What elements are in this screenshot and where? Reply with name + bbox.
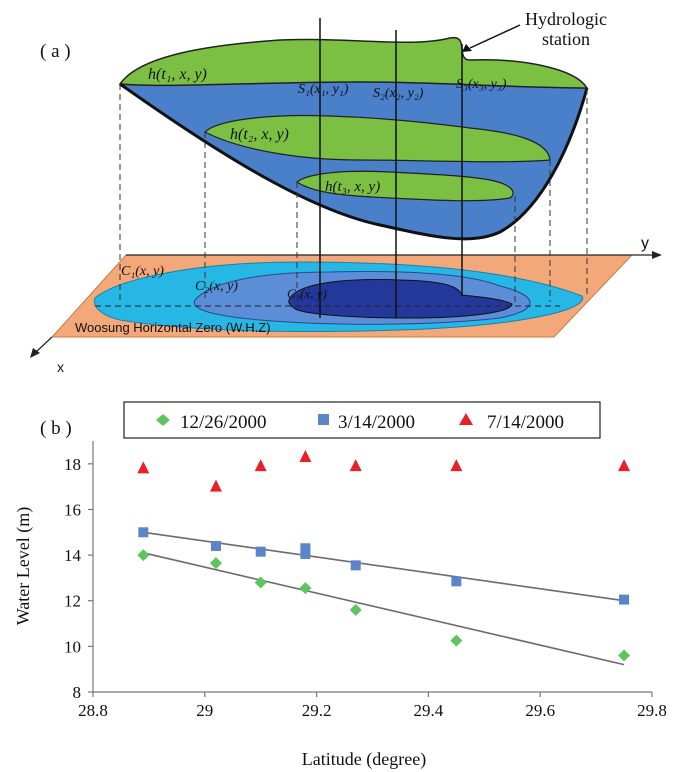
x-tick-label: 29.8 xyxy=(637,701,667,720)
x-tick-label: 29.2 xyxy=(302,701,332,720)
point-series-1 xyxy=(254,576,267,589)
y-tick-label: 8 xyxy=(73,683,82,702)
panel-b-label: ( b ) xyxy=(40,418,72,439)
x-tick-label: 28.8 xyxy=(78,701,108,720)
legend-marker-series-3 xyxy=(459,413,473,425)
point-series-2 xyxy=(300,543,311,554)
point-series-1 xyxy=(450,634,463,647)
surface-h2-label: h(t₂, x, y) xyxy=(230,126,289,143)
legend-box xyxy=(123,401,601,439)
y-ticks: 8 10 12 14 16 18 xyxy=(64,455,93,702)
legend-label-series-3: 7/14/2000 xyxy=(487,412,564,433)
legend-marker-series-1 xyxy=(156,414,170,426)
point-series-2 xyxy=(619,594,630,605)
x-axis-label: x xyxy=(57,359,64,375)
surface-h3-label: h(t₃, x, y) xyxy=(325,179,380,195)
point-series-1 xyxy=(209,557,222,570)
projection-lines xyxy=(119,84,588,304)
bowl-outline xyxy=(119,82,589,241)
point-series-1 xyxy=(618,649,631,662)
point-series-1 xyxy=(137,549,150,562)
plane-label: Woosung Horizontal Zero (W.H.Z) xyxy=(75,320,271,335)
callout-line-1: Hydrologic xyxy=(525,9,607,29)
data-marks xyxy=(137,449,631,662)
station-lines xyxy=(319,18,463,318)
y-tick-label: 14 xyxy=(64,546,82,565)
surface-h1-label: h(t₁, x, y) xyxy=(148,66,207,83)
callout-line-2: station xyxy=(542,29,590,49)
legend-label-series-1: 12/26/2000 xyxy=(180,412,267,433)
x-tick-label: 29.4 xyxy=(414,701,444,720)
legend-marker-series-2 xyxy=(318,414,329,425)
surface-h3 xyxy=(295,170,514,202)
panel-a: ( a ) y x xyxy=(30,9,662,375)
point-series-3 xyxy=(299,449,312,462)
point-series-1 xyxy=(349,603,362,616)
y-tick-label: 10 xyxy=(64,637,81,656)
contour-c2-label: C₂(x, y) xyxy=(195,279,238,294)
point-series-3 xyxy=(618,459,631,472)
y-tick-label: 12 xyxy=(64,592,81,611)
surface-h2 xyxy=(203,114,551,163)
panel-b: ( b ) 12/26/2000 3/14/2000 7/14/2000 8 10… xyxy=(13,401,667,770)
point-series-2 xyxy=(255,546,266,557)
point-series-2 xyxy=(138,527,149,538)
contour-c1-label: C₁(x, y) xyxy=(121,264,164,279)
legend: 12/26/2000 3/14/2000 7/14/2000 xyxy=(123,401,601,439)
panel-a-label: ( a ) xyxy=(40,41,71,62)
surface-h1 xyxy=(118,36,589,89)
point-series-2 xyxy=(451,576,462,587)
point-series-2 xyxy=(300,548,311,559)
y-tick-label: 18 xyxy=(64,455,81,474)
station-s1-label: S₁(x₁, y₁) xyxy=(298,82,349,97)
x-axis-arrow xyxy=(30,336,53,358)
trend-lines xyxy=(143,531,625,666)
point-series-1 xyxy=(299,582,312,595)
x-ticks: 28.8 29 29.2 29.4 29.6 29.8 xyxy=(78,692,667,720)
y-tick-label: 16 xyxy=(64,500,81,519)
station-callout-arrow xyxy=(462,24,521,52)
legend-label-series-2: 3/14/2000 xyxy=(338,412,415,433)
point-series-3 xyxy=(349,459,362,472)
y-axis-arrow xyxy=(126,251,662,259)
station-s2-label: S₂(x₂, y₂) xyxy=(373,86,424,101)
point-series-3 xyxy=(450,459,463,472)
y-axis-title: Water Level (m) xyxy=(13,507,34,626)
y-axis-label: y xyxy=(641,235,649,252)
x-axis-title: Latitude (degree) xyxy=(302,749,426,770)
point-series-3 xyxy=(254,459,267,472)
x-tick-label: 29.6 xyxy=(525,701,555,720)
point-series-2 xyxy=(210,540,221,551)
point-series-2 xyxy=(350,560,361,571)
trend-line-series-1 xyxy=(143,552,625,666)
point-series-3 xyxy=(209,479,222,492)
trend-line-series-2 xyxy=(143,531,625,602)
x-tick-label: 29 xyxy=(196,701,213,720)
point-series-3 xyxy=(137,461,150,474)
station-s3-label: S₃(x₃, y₃) xyxy=(456,77,507,92)
contour-c3-label: C₃(x, y) xyxy=(287,286,327,301)
